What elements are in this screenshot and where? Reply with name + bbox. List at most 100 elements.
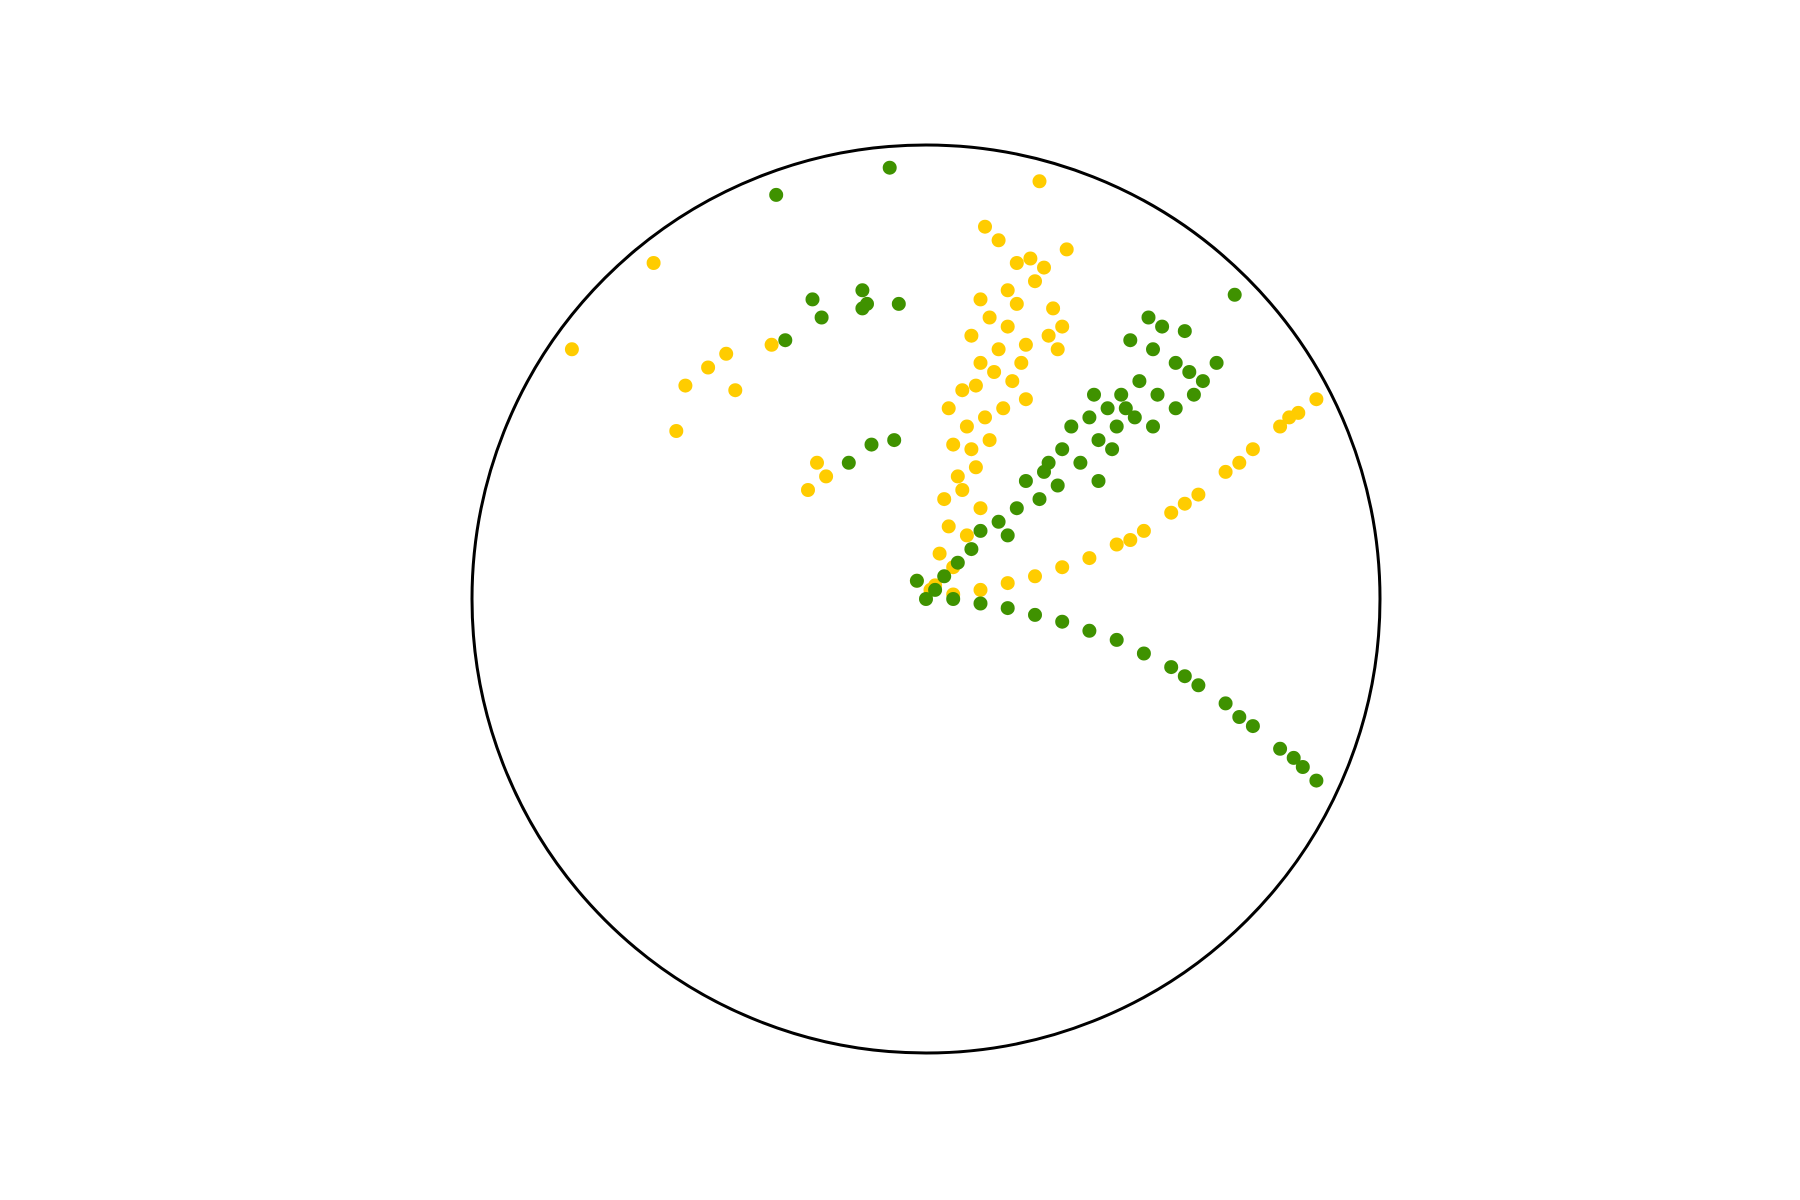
data-point: [1295, 760, 1310, 774]
data-point: [1191, 487, 1206, 502]
data-point: [973, 501, 988, 516]
data-point: [964, 442, 979, 457]
data-point: [1168, 401, 1183, 416]
data-point: [1082, 623, 1097, 638]
data-point: [959, 419, 974, 434]
data-point: [1041, 455, 1056, 470]
data-point: [1041, 328, 1056, 343]
data-point: [860, 296, 874, 311]
data-point: [1245, 719, 1260, 734]
data-point: [1009, 296, 1024, 311]
data-point: [973, 292, 988, 307]
data-point: [987, 365, 1002, 379]
data-point: [805, 292, 820, 307]
data-point: [973, 523, 988, 538]
data-point: [1209, 355, 1224, 370]
data-point: [968, 460, 983, 475]
data-point: [1023, 251, 1038, 266]
data-point: [891, 296, 906, 311]
data-point: [968, 378, 983, 393]
data-point: [1218, 696, 1233, 711]
data-point: [941, 519, 956, 534]
data-point: [1127, 410, 1142, 425]
data-point: [769, 187, 784, 202]
data-point: [1009, 256, 1024, 270]
data-point: [1132, 374, 1147, 389]
data-point: [991, 514, 1006, 529]
data-point: [950, 469, 965, 484]
data-point: [991, 233, 1006, 248]
data-point: [1000, 576, 1015, 591]
data-point: [941, 401, 956, 416]
data-point: [1050, 342, 1065, 357]
data-point: [1005, 374, 1020, 389]
data-point: [1000, 601, 1015, 616]
data-point: [864, 437, 879, 452]
data-point: [1195, 374, 1210, 389]
data-point: [764, 337, 779, 352]
data-point: [1105, 442, 1120, 457]
data-point: [950, 555, 965, 570]
data-point: [778, 333, 793, 348]
data-point: [1123, 533, 1138, 547]
data-point: [1123, 333, 1138, 348]
data-point: [1050, 478, 1065, 493]
data-point: [801, 483, 815, 497]
data-point: [1073, 455, 1088, 470]
data-point: [814, 310, 829, 325]
data-point: [855, 283, 870, 298]
data-point: [1114, 387, 1129, 402]
data-point: [1018, 392, 1033, 407]
data-point: [1232, 455, 1247, 470]
data-point: [1032, 174, 1047, 189]
data-point: [1064, 419, 1079, 434]
data-point: [882, 160, 897, 175]
data-point: [1018, 474, 1033, 488]
data-point: [937, 569, 952, 584]
data-point: [1309, 392, 1324, 407]
data-point: [919, 592, 933, 606]
data-point: [1168, 355, 1183, 370]
data-point: [646, 256, 661, 270]
data-point: [1055, 319, 1070, 334]
data-point: [1227, 287, 1242, 302]
data-point: [1055, 560, 1070, 575]
data-point: [1177, 669, 1192, 684]
data-point: [973, 596, 988, 611]
data-point: [1055, 442, 1070, 457]
data-point: [937, 492, 952, 507]
data-point: [1014, 355, 1029, 370]
data-point: [1091, 433, 1106, 448]
data-point: [1018, 337, 1033, 352]
data-point: [978, 219, 992, 234]
data-point: [1000, 528, 1015, 543]
data-point: [1109, 632, 1124, 647]
data-point: [1028, 607, 1042, 622]
points-layer: [564, 160, 1324, 788]
data-point: [1082, 410, 1097, 425]
data-point: [1055, 614, 1070, 629]
data-point: [973, 355, 988, 370]
data-point: [1037, 260, 1051, 275]
data-point: [701, 360, 716, 375]
data-point: [1150, 387, 1165, 402]
data-point: [946, 437, 961, 452]
data-point: [841, 455, 856, 470]
data-point: [1087, 387, 1101, 402]
data-point: [1000, 319, 1015, 334]
data-point: [669, 424, 684, 438]
data-point: [996, 401, 1011, 416]
data-point: [1155, 319, 1170, 334]
data-point: [946, 592, 961, 606]
data-point: [928, 582, 943, 597]
data-point: [982, 433, 997, 448]
data-point: [1286, 750, 1301, 765]
data-point: [810, 455, 824, 470]
data-point: [1146, 419, 1160, 434]
data-point: [1109, 419, 1124, 434]
data-point: [1245, 442, 1260, 457]
data-point: [973, 582, 988, 597]
data-point: [1273, 741, 1288, 756]
data-point: [932, 546, 947, 561]
data-point: [1059, 242, 1074, 257]
